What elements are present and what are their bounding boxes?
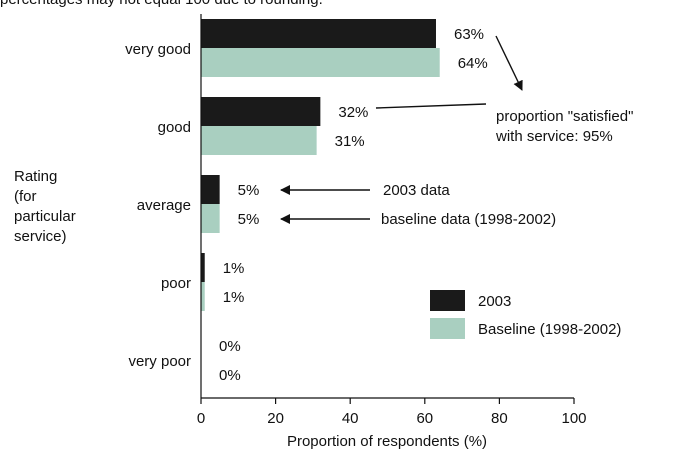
legend-label-2003: 2003 [478, 293, 511, 310]
y-axis-label-line: service) [14, 228, 67, 245]
legend-swatch-baseline [430, 318, 465, 339]
x-tick-label: 40 [342, 410, 359, 427]
bar [201, 253, 205, 282]
category-label: good [158, 119, 191, 136]
category-label: very poor [128, 353, 191, 370]
data-label: 5% [238, 182, 260, 199]
legend-label-baseline: Baseline (1998-2002) [478, 321, 621, 338]
y-axis-label-line: Rating [14, 168, 57, 185]
x-tick-label: 60 [416, 410, 433, 427]
bar [201, 19, 436, 48]
data-label: 1% [223, 260, 245, 277]
x-axis-ticks: 0 20 40 60 80 100 [197, 398, 587, 427]
label-baseline-data: baseline data (1998-2002) [381, 211, 556, 228]
data-label: 63% [454, 26, 484, 43]
x-tick-label: 0 [197, 410, 205, 427]
bar [201, 204, 220, 233]
x-axis-label: Proportion of respondents (%) [287, 433, 487, 450]
data-label: 0% [219, 338, 241, 355]
satisfied-annotation-line: with service: 95% [495, 128, 613, 145]
satisfied-annotation-line: proportion "satisfied" [496, 108, 633, 125]
bar [201, 48, 440, 77]
annotation-2003-data: 2003 data [280, 182, 450, 199]
category-labels: very good good average poor very poor [125, 41, 191, 370]
y-axis-label: Rating (for particular service) [14, 168, 76, 245]
data-label: 32% [338, 104, 368, 121]
legend: 2003 Baseline (1998-2002) [430, 290, 621, 339]
annotation-satisfied: proportion "satisfied" with service: 95% [375, 35, 633, 145]
y-axis-label-line: particular [14, 208, 76, 225]
data-label: 31% [335, 133, 365, 150]
bar [201, 282, 205, 311]
data-label: 5% [238, 211, 260, 228]
category-label: poor [161, 275, 191, 292]
satisfied-arrow-lower [375, 103, 487, 109]
chart-title: percentages may not equal 100 due to rou… [0, 0, 323, 8]
bar [201, 175, 220, 204]
x-tick-label: 100 [561, 410, 586, 427]
category-label: average [137, 197, 191, 214]
value-labels: 63% 64% 32% 31% 5% 5% 1% 1% 0% 0% [219, 26, 488, 384]
bar [201, 97, 321, 126]
x-tick-label: 20 [267, 410, 284, 427]
category-label: very good [125, 41, 191, 58]
data-label: 1% [223, 289, 245, 306]
bar [201, 126, 317, 155]
label-2003-data: 2003 data [383, 182, 450, 199]
bars-layer [201, 19, 440, 311]
x-tick-label: 80 [491, 410, 508, 427]
data-label: 64% [458, 55, 488, 72]
y-axis-label-line: (for [14, 188, 37, 205]
data-label: 0% [219, 367, 241, 384]
annotation-baseline-data: baseline data (1998-2002) [280, 211, 556, 228]
satisfied-arrow-upper [495, 35, 523, 91]
legend-swatch-2003 [430, 290, 465, 311]
